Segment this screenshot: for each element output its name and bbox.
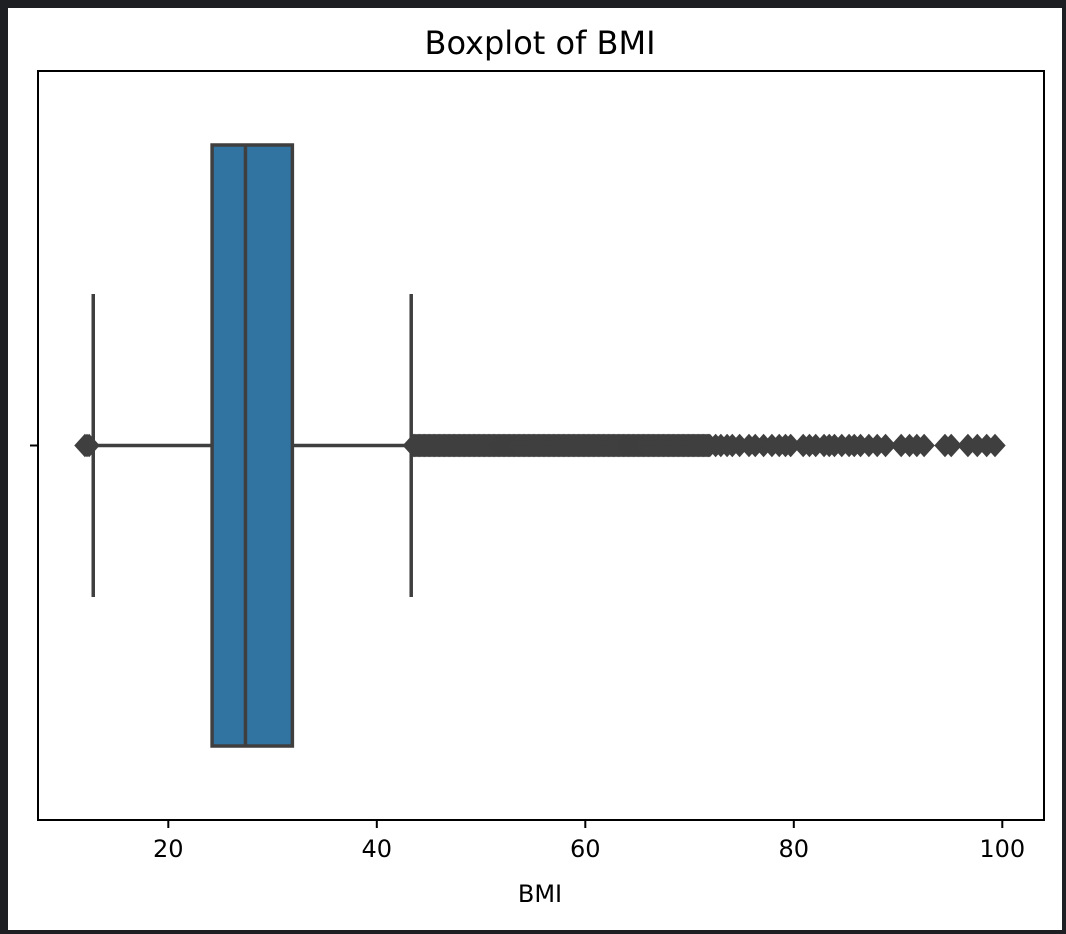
x-tick-label: 100 [979, 835, 1025, 863]
x-axis-label: BMI [518, 880, 562, 908]
x-tick-label: 40 [362, 835, 393, 863]
outlier-point [913, 433, 935, 458]
outlier-point [874, 433, 897, 458]
outlier-point [940, 433, 962, 458]
outlier-point [78, 433, 100, 458]
outlier-point [984, 433, 1006, 458]
x-tick-label: 80 [779, 835, 810, 863]
x-tick-label: 20 [153, 835, 184, 863]
chart-title: Boxplot of BMI [425, 24, 656, 62]
x-axis-ticks: 20 40 60 80 100 [153, 820, 1025, 863]
chart-figure: Boxplot of BMI 20 40 60 80 100 BMI [8, 8, 1062, 930]
boxplot-chart: Boxplot of BMI 20 40 60 80 100 BMI [30, 24, 1045, 908]
x-tick-label: 60 [570, 835, 601, 863]
chart-marks [74, 143, 1006, 748]
iqr-box [210, 143, 295, 748]
